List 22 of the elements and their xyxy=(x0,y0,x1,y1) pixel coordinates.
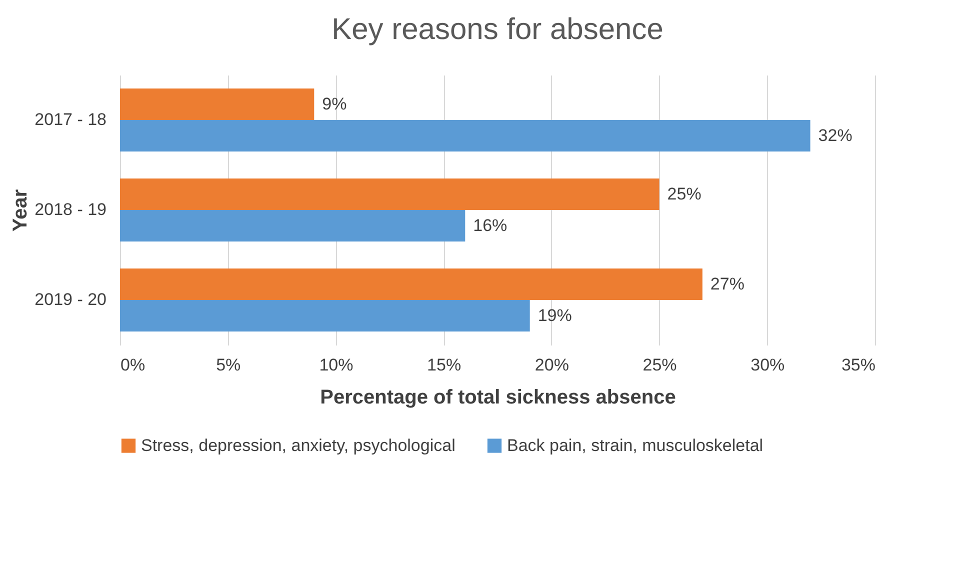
y-axis-title: Year xyxy=(10,189,32,232)
chart-title: Key reasons for absence xyxy=(332,13,664,46)
x-tick-label: 15% xyxy=(427,356,462,374)
legend-label: Back pain, strain, musculoskeletal xyxy=(507,436,764,455)
data-label: 27% xyxy=(710,274,744,294)
y-tick-label: 2018 - 19 xyxy=(34,200,106,219)
x-tick-label: 10% xyxy=(319,356,354,374)
data-label: 32% xyxy=(818,126,852,145)
data-label: 16% xyxy=(473,216,508,235)
y-tick-label: 2019 - 20 xyxy=(34,290,106,309)
data-label: 9% xyxy=(322,94,347,114)
x-tick-label: 25% xyxy=(642,356,677,374)
data-label: 25% xyxy=(667,184,702,204)
x-tick-label: 20% xyxy=(534,356,569,374)
x-tick-label: 0% xyxy=(120,356,146,374)
x-tick-label: 30% xyxy=(750,356,785,374)
x-axis-title: Percentage of total sickness absence xyxy=(320,386,676,408)
x-tick-label: 5% xyxy=(216,356,241,374)
y-tick-label: 2017 - 18 xyxy=(34,110,106,129)
legend-label: Stress, depression, anxiety, psychological xyxy=(141,436,456,455)
x-tick-label: 35% xyxy=(841,356,876,374)
data-label: 19% xyxy=(538,306,572,325)
